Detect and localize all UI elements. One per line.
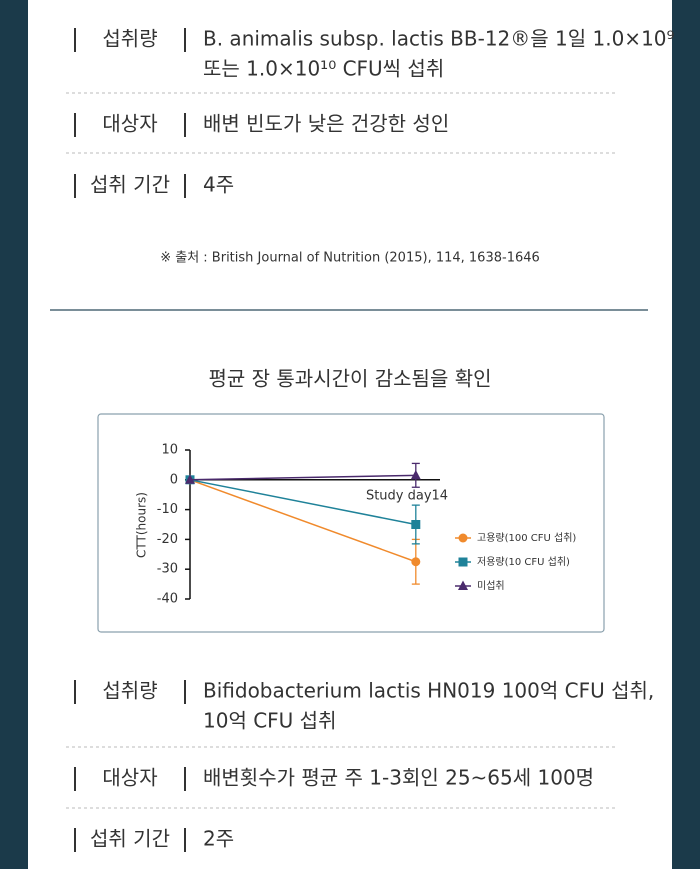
marker [411,520,421,529]
legend-marker [458,580,468,590]
row-value: 배변횟수가 평균 주 1-3회인 25~65세 100명 [203,766,594,790]
row-label: 섭취 기간 [90,827,170,851]
row-value: 2주 [203,827,234,851]
marker [410,469,421,480]
row-label: 섭취량 [102,27,157,51]
marker [185,474,195,484]
y-tick-label: -10 [157,502,178,517]
series-line [189,474,416,481]
chart-box [97,413,605,633]
row-value: 4주 [203,173,234,197]
legend-label: 미섭취 [477,580,505,592]
y-tick-label: -20 [157,532,178,547]
marker [411,557,421,567]
row-value: B. animalis subsp. lactis BB-12®을 1일 1.0… [203,27,675,51]
y-tick-label: -30 [157,562,178,577]
row-label: 대상자 [102,766,157,790]
y-tick-label: 10 [161,443,178,458]
row-label: 섭취량 [102,679,157,703]
series-line [189,479,416,526]
row-value: 또는 1.0×10¹⁰ CFU씩 섭취 [203,57,444,81]
y-tick-label: 0 [170,472,178,487]
legend-label: 저용량(10 CFU 섭취) [477,556,570,568]
row-label: 섭취 기간 [90,173,170,197]
row-label: 대상자 [102,112,157,136]
legend-marker [458,557,468,567]
y-axis-label: CTT(hours) [135,492,149,558]
legend-marker [458,533,468,543]
chart-title: 평균 장 통과시간이 감소됨을 확인 [208,367,491,391]
row-value: 10억 CFU 섭취 [203,709,336,733]
series-line [189,479,417,563]
row-value: 배변 빈도가 낮은 건강한 성인 [203,112,449,136]
annotation: Study day14 [366,489,448,504]
source: ※ 출처 : British Journal of Nutrition (201… [160,251,540,266]
legend-label: 고용량(100 CFU 섭취) [477,532,576,544]
row-value: Bifidobacterium lactis HN019 100억 CFU 섭취… [203,679,654,703]
y-tick-label: -40 [157,592,178,607]
